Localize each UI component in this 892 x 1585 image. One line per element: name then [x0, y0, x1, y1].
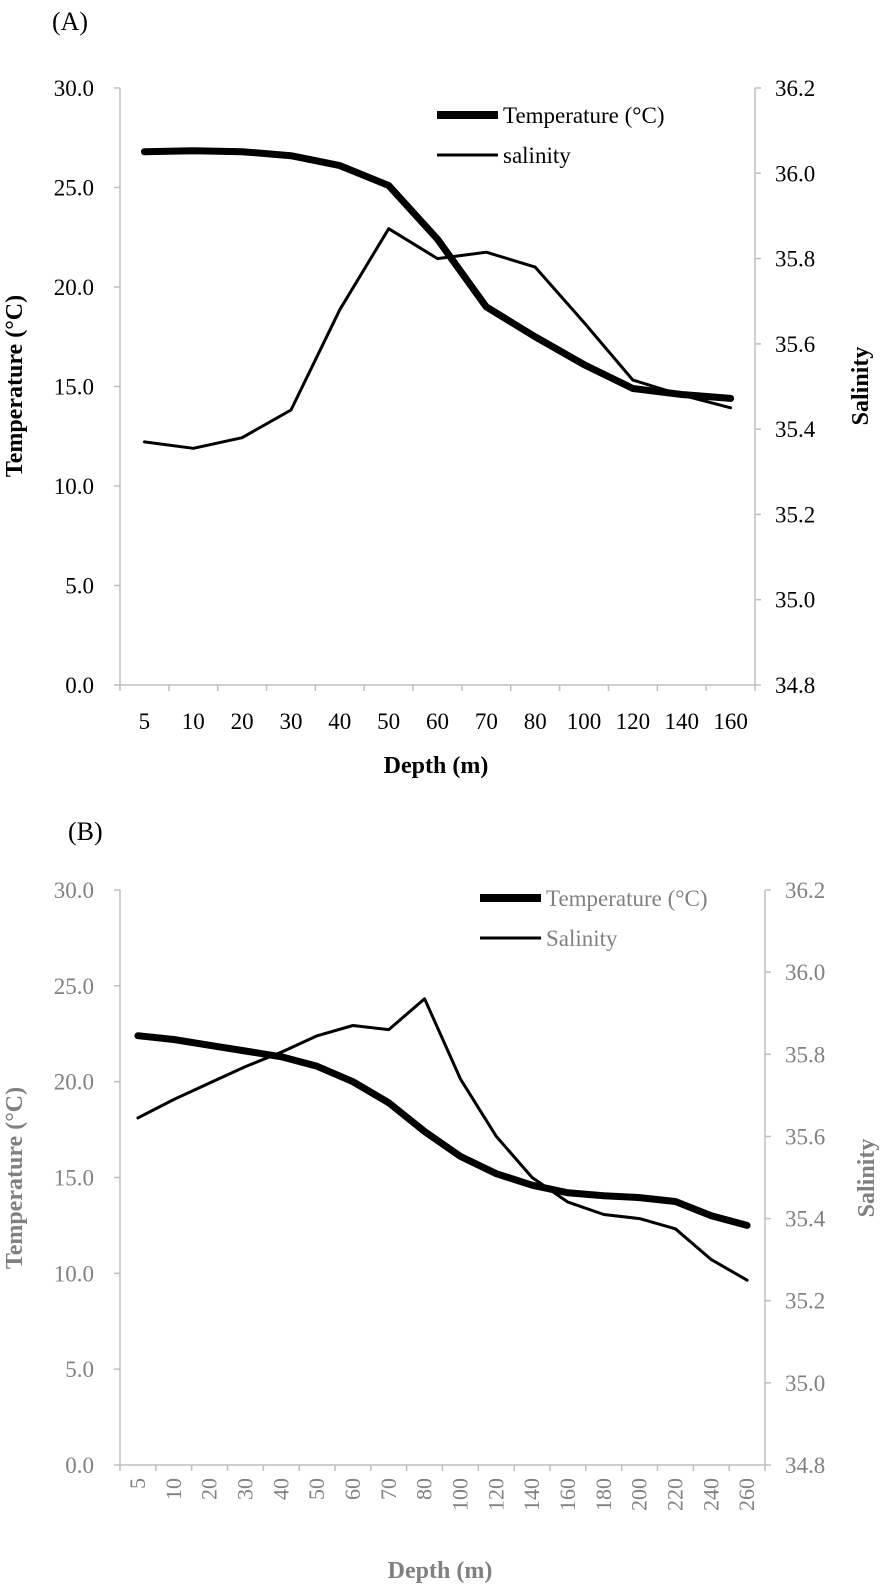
x-tick-label: 80	[412, 1478, 437, 1500]
legend-label-temperature: Temperature (°C)	[546, 886, 707, 911]
x-tick-label: 5	[139, 709, 151, 734]
x-tick-label: 100	[447, 1478, 472, 1511]
y2-axis-title-a: Salinity	[848, 347, 874, 426]
y-tick-label: 10.0	[54, 1261, 94, 1286]
x-tick-label: 260	[734, 1478, 759, 1511]
x-tick-label: 70	[376, 1478, 401, 1500]
y2-tick-label: 34.8	[785, 1453, 825, 1478]
chart-panel-b: (B) 0.05.010.015.020.025.030.0 34.835.03…	[2, 817, 880, 1584]
y-axis-title-b: Temperature (°C)	[2, 1087, 28, 1269]
y2-tick-label: 36.0	[775, 161, 815, 186]
y2-tick-label: 35.6	[785, 1124, 825, 1149]
x-tick-label: 60	[340, 1478, 365, 1500]
series-line-salinity	[136, 997, 749, 1282]
x-tick-label: 160	[713, 709, 748, 734]
x-tick-label: 10	[161, 1478, 186, 1500]
x-tick-label: 40	[328, 709, 351, 734]
x-tick-label: 30	[279, 709, 302, 734]
chart-b-legend: Temperature (°C) Salinity	[480, 886, 707, 951]
y2-tick-label: 35.6	[775, 332, 815, 357]
x-tick-label: 40	[268, 1478, 293, 1500]
chart-b-x-ticks: 5 10 20 30 40 50 60 70 80 100 120 140 160 180 200 220 24…	[119, 1465, 766, 1511]
y2-tick-label: 35.2	[785, 1289, 825, 1314]
x-tick-label: 20	[197, 1478, 222, 1500]
chart-a-series	[140, 147, 735, 450]
y-tick-label: 20.0	[54, 275, 94, 300]
x-tick-label: 180	[591, 1478, 616, 1511]
y2-tick-label: 36.2	[785, 878, 825, 903]
x-tick-label: 50	[377, 709, 400, 734]
chart-a-axes	[119, 88, 756, 686]
x-tick-label: 5	[125, 1478, 150, 1489]
x-tick-label: 30	[232, 1478, 257, 1500]
y-tick-label: 10.0	[54, 474, 94, 499]
y-tick-label: 15.0	[54, 1166, 94, 1191]
x-axis-title-a: Depth (m)	[384, 753, 489, 779]
x-tick-label: 240	[698, 1478, 723, 1511]
x-tick-label: 60	[426, 709, 449, 734]
y2-tick-label: 35.2	[775, 502, 815, 527]
x-tick-label: 140	[519, 1478, 544, 1511]
series-line-salinity	[142, 227, 733, 450]
y-tick-label: 30.0	[54, 76, 94, 101]
x-axis-title-b: Depth (m)	[388, 1558, 493, 1584]
y2-tick-label: 34.8	[775, 673, 815, 698]
y-tick-label: 25.0	[54, 176, 94, 201]
y2-tick-label: 35.4	[785, 1207, 826, 1232]
chart-b-right-ticks: 34.8 35.0 35.2 35.4 35.6 35.8 36.0 36.2	[765, 878, 826, 1478]
y2-tick-label: 35.8	[785, 1042, 825, 1067]
y2-axis-title-b: Salinity	[854, 1139, 880, 1218]
panel-label-a: (A)	[52, 7, 88, 36]
chart-panel-a: (A) 0.05.010.015.020.025.030.0 34.835.03…	[2, 7, 874, 779]
series-line-temperature	[140, 147, 735, 402]
y2-tick-label: 35.4	[775, 417, 816, 442]
y-tick-label: 20.0	[54, 1070, 94, 1095]
y2-tick-label: 36.0	[785, 960, 825, 985]
x-tick-label: 100	[567, 709, 602, 734]
y2-tick-label: 35.0	[785, 1371, 825, 1396]
y-axis-title-a: Temperature (°C)	[2, 295, 28, 477]
y-tick-label: 5.0	[65, 574, 94, 599]
y2-tick-label: 36.2	[775, 76, 815, 101]
y2-tick-label: 35.8	[775, 247, 815, 272]
x-tick-label: 80	[524, 709, 547, 734]
chart-a-left-ticks: 0.0 5.0 10.0 15.0 20.0 25.0 30.0	[54, 76, 120, 698]
y-tick-label: 5.0	[65, 1357, 94, 1382]
y2-tick-label: 35.0	[775, 588, 815, 613]
x-tick-label: 10	[182, 709, 205, 734]
chart-a-legend: Temperature (°C) salinity	[437, 103, 664, 168]
legend-label-temperature: Temperature (°C)	[503, 103, 664, 128]
x-tick-label: 200	[627, 1478, 652, 1511]
legend-label-salinity: Salinity	[546, 926, 618, 951]
legend-label-salinity: salinity	[503, 143, 571, 168]
chart-b-series	[134, 997, 751, 1282]
x-tick-label: 20	[231, 709, 254, 734]
x-tick-label: 70	[475, 709, 498, 734]
chart-b-axes	[119, 890, 766, 1466]
y-tick-label: 0.0	[65, 673, 94, 698]
chart-a-x-ticks: 5 10 20 30 40 50 60 70 80 100 120 140 160	[119, 685, 756, 734]
x-tick-label: 220	[662, 1478, 687, 1511]
x-tick-label: 50	[304, 1478, 329, 1500]
x-tick-label: 140	[664, 709, 699, 734]
series-line-temperature	[134, 1032, 751, 1229]
y-tick-label: 0.0	[65, 1453, 94, 1478]
panel-label-b: (B)	[68, 817, 103, 846]
y-tick-label: 15.0	[54, 375, 94, 400]
y-tick-label: 30.0	[54, 878, 94, 903]
x-tick-label: 160	[555, 1478, 580, 1511]
chart-a-right-ticks: 34.8 35.0 35.2 35.4 35.6 35.8 36.0 36.2	[755, 76, 816, 698]
chart-b-left-ticks: 0.0 5.0 10.0 15.0 20.0 25.0 30.0	[54, 878, 120, 1478]
y-tick-label: 25.0	[54, 974, 94, 999]
x-tick-label: 120	[616, 709, 651, 734]
x-tick-label: 120	[483, 1478, 508, 1511]
